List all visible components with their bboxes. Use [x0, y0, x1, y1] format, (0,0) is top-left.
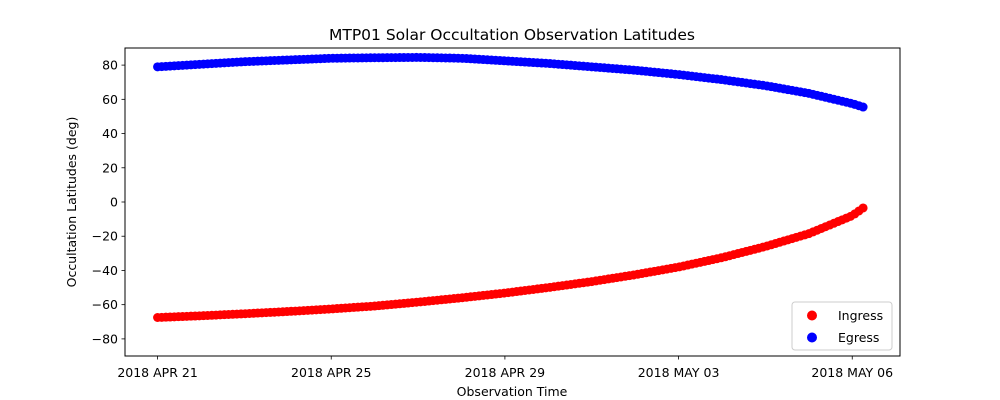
- legend: Ingress Egress: [791, 301, 893, 351]
- y-tick-label: 60: [102, 92, 118, 107]
- y-tick-label: −40: [92, 263, 118, 278]
- legend-marker-egress: [807, 332, 817, 343]
- y-tick-label: −80: [92, 331, 118, 346]
- legend-label-egress: Egress: [838, 330, 879, 345]
- x-axis: 2018 APR 21 2018 APR 25 2018 APR 29 2018 MA…: [117, 356, 893, 380]
- x-tick-label: 2018 APR 29: [465, 365, 545, 380]
- x-tick-label: 2018 APR 21: [117, 365, 197, 380]
- y-tick-label: 0: [110, 195, 118, 210]
- x-tick-label: 2018 MAY 03: [638, 365, 720, 380]
- y-axis-label: Occultation Latitudes (deg): [64, 117, 79, 288]
- y-tick-label: 20: [102, 160, 118, 175]
- legend-label-ingress: Ingress: [838, 308, 883, 323]
- y-tick-label: −20: [92, 229, 118, 244]
- data-point-egress: [858, 102, 868, 112]
- chart-title: MTP01 Solar Occultation Observation Lati…: [329, 26, 695, 44]
- x-axis-label: Observation Time: [457, 384, 568, 399]
- data-point-ingress: [858, 203, 868, 213]
- y-axis: −80 −60 −40 −20 0 20 40 60 80: [92, 58, 125, 346]
- series-egress: [153, 52, 868, 112]
- y-tick-label: −60: [92, 297, 118, 312]
- legend-box: [791, 301, 893, 351]
- y-tick-label: 40: [102, 126, 118, 141]
- series-ingress: [153, 203, 868, 322]
- data-layer: [153, 52, 868, 322]
- x-tick-label: 2018 MAY 06: [811, 365, 893, 380]
- legend-marker-ingress: [807, 310, 817, 321]
- x-tick-label: 2018 APR 25: [291, 365, 371, 380]
- y-tick-label: 80: [102, 58, 118, 73]
